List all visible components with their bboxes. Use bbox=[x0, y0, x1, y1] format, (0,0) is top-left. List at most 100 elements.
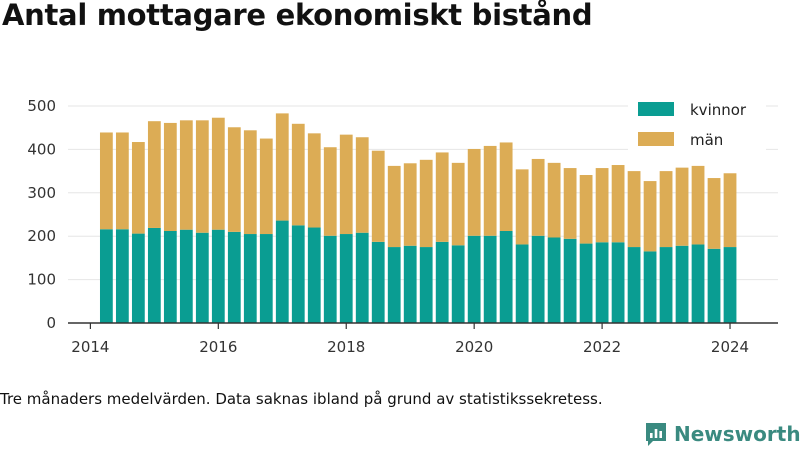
x-tick-label: 2022 bbox=[583, 338, 621, 356]
bar-kvinnor bbox=[339, 234, 353, 323]
bar-man bbox=[307, 133, 321, 228]
bar-kvinnor bbox=[435, 241, 449, 323]
bar-kvinnor bbox=[179, 229, 193, 323]
bar-man bbox=[643, 181, 657, 252]
bar-kvinnor bbox=[707, 248, 721, 323]
y-tick-label: 0 bbox=[46, 314, 56, 332]
bar-man bbox=[387, 165, 401, 248]
bar-kvinnor bbox=[147, 227, 161, 323]
bar-kvinnor bbox=[115, 229, 129, 323]
footnote: Tre månaders medelvärden. Data saknas ib… bbox=[0, 390, 603, 408]
bar-man bbox=[563, 168, 577, 239]
bar-man bbox=[179, 120, 193, 230]
bar-kvinnor bbox=[691, 244, 705, 323]
bar-kvinnor bbox=[723, 247, 737, 323]
bar-man bbox=[275, 113, 289, 221]
x-tick-label: 2018 bbox=[327, 338, 365, 356]
bar-man bbox=[675, 167, 689, 246]
legend-label-man: män bbox=[690, 131, 723, 149]
bar-man bbox=[339, 134, 353, 235]
bar-man bbox=[435, 152, 449, 242]
bar-man bbox=[323, 147, 337, 236]
legend-label-kvinnor: kvinnor bbox=[690, 101, 747, 119]
y-tick-label: 100 bbox=[27, 271, 56, 289]
bar-man bbox=[291, 123, 305, 226]
chart-title: Antal mottagare ekonomiskt bistånd bbox=[2, 0, 593, 32]
bar-kvinnor bbox=[483, 235, 497, 323]
bar-man bbox=[163, 122, 177, 231]
bar-kvinnor bbox=[499, 230, 513, 323]
bar-kvinnor bbox=[627, 247, 641, 323]
bar-man bbox=[371, 150, 385, 242]
bar-kvinnor bbox=[579, 243, 593, 323]
brand-name: Newsworthy bbox=[674, 422, 800, 446]
bar-kvinnor bbox=[243, 234, 257, 323]
bar-man bbox=[595, 168, 609, 243]
bar-kvinnor bbox=[227, 231, 241, 323]
bar-man bbox=[403, 163, 417, 246]
bar-kvinnor bbox=[131, 233, 145, 323]
bar-kvinnor bbox=[419, 247, 433, 323]
bar-man bbox=[259, 138, 273, 235]
bar-kvinnor bbox=[451, 245, 465, 323]
bar-man bbox=[483, 145, 497, 236]
bar-man bbox=[707, 178, 721, 249]
bar-man bbox=[227, 127, 241, 232]
bar-kvinnor bbox=[547, 237, 561, 323]
bar-kvinnor bbox=[355, 232, 369, 323]
bar-man bbox=[499, 142, 513, 231]
bar-kvinnor bbox=[371, 241, 385, 323]
bar-man bbox=[467, 148, 481, 236]
y-tick-label: 200 bbox=[27, 227, 56, 245]
x-tick-label: 2020 bbox=[455, 338, 493, 356]
bar-kvinnor bbox=[675, 245, 689, 323]
bar-kvinnor bbox=[99, 229, 113, 323]
bar-man bbox=[419, 159, 433, 248]
bar-man bbox=[131, 142, 145, 234]
bar-kvinnor bbox=[643, 251, 657, 323]
bar-kvinnor bbox=[163, 230, 177, 323]
bar-kvinnor bbox=[659, 247, 673, 323]
bar-kvinnor bbox=[515, 244, 529, 323]
brand-logo[interactable]: Newsworthy bbox=[644, 419, 800, 449]
bar-kvinnor bbox=[211, 229, 225, 323]
bar-kvinnor bbox=[275, 220, 289, 323]
bar-man bbox=[723, 173, 737, 248]
newsworthy-logo-icon bbox=[646, 423, 666, 446]
x-tick-label: 2016 bbox=[199, 338, 237, 356]
bar-kvinnor bbox=[195, 232, 209, 323]
bar-man bbox=[147, 121, 161, 228]
y-tick-label: 500 bbox=[27, 97, 56, 115]
bar-kvinnor bbox=[531, 235, 545, 323]
legend-swatch-kvinnor bbox=[638, 102, 674, 116]
bar-man bbox=[211, 117, 225, 230]
bar-man bbox=[579, 175, 593, 244]
bar-kvinnor bbox=[291, 225, 305, 323]
bar-kvinnor bbox=[307, 227, 321, 323]
bar-man bbox=[355, 137, 369, 233]
bar-kvinnor bbox=[259, 234, 273, 323]
bar-man bbox=[547, 162, 561, 238]
y-tick-label: 300 bbox=[27, 184, 56, 202]
bar-man bbox=[515, 169, 529, 245]
x-tick-label: 2014 bbox=[71, 338, 109, 356]
y-tick-label: 400 bbox=[27, 140, 56, 158]
bar-kvinnor bbox=[387, 247, 401, 323]
legend-swatch-man bbox=[638, 132, 674, 146]
bar-kvinnor bbox=[467, 235, 481, 323]
bar-man bbox=[451, 162, 465, 246]
bar-man bbox=[531, 158, 545, 236]
bar-kvinnor bbox=[563, 238, 577, 323]
bar-man bbox=[611, 165, 625, 243]
bar-man bbox=[195, 120, 209, 233]
bar-man bbox=[627, 171, 641, 248]
bar-kvinnor bbox=[403, 245, 417, 323]
bar-kvinnor bbox=[595, 242, 609, 323]
bar-man bbox=[115, 132, 129, 230]
x-tick-label: 2024 bbox=[711, 338, 749, 356]
bar-man bbox=[659, 171, 673, 248]
bar-kvinnor bbox=[611, 242, 625, 323]
bar-man bbox=[99, 132, 113, 230]
bar-man bbox=[243, 130, 257, 235]
